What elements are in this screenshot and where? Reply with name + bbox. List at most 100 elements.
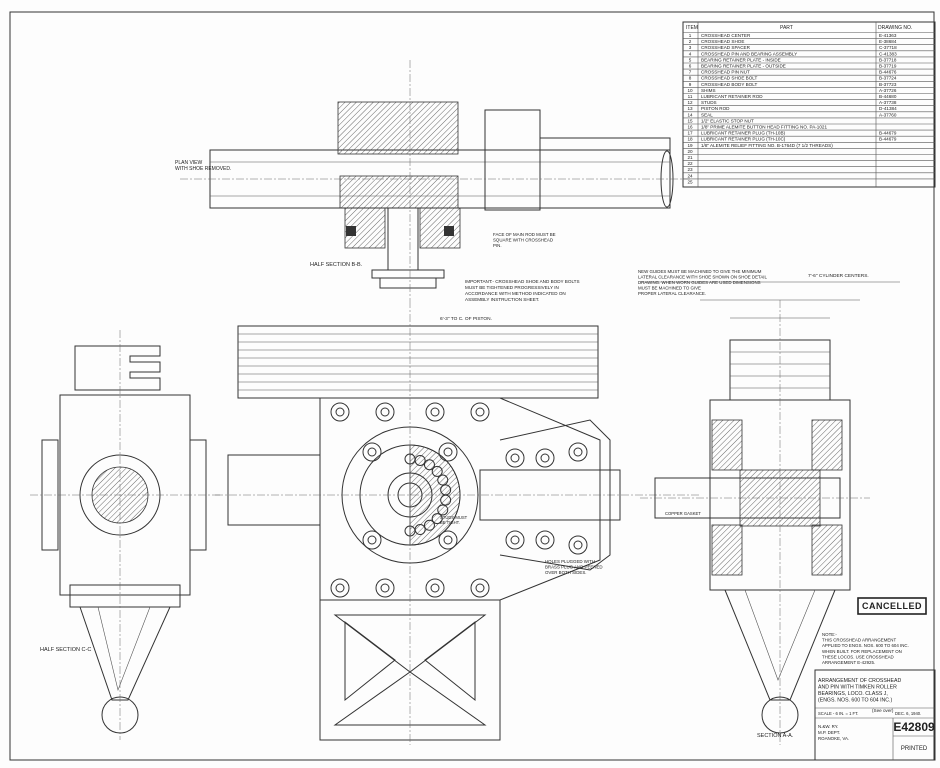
- note-text: IMPORTANT:- CROSSHEAD SHOE AND BODY BOLT…: [465, 279, 580, 284]
- bolt: [505, 530, 525, 550]
- note-text: ARRANGEMENT E-42925.: [822, 660, 875, 665]
- part-name: CROSSHEAD PIN AND BEARING ASSEMBLY: [701, 51, 797, 56]
- bolt: [568, 442, 588, 462]
- note-text: FACE OF MAIN ROD MUST BE: [493, 232, 556, 237]
- view-label: PLAN VIEW: [175, 160, 203, 166]
- item-number: 16: [687, 125, 693, 130]
- part-name: LUBRICANT RETAINER PLUG (TH-10B): [701, 131, 786, 136]
- note-text: NEW GUIDES MUST BE MACHINED TO GIVE THE …: [638, 269, 762, 274]
- title-block: [814, 597, 936, 761]
- bolt: [535, 448, 555, 468]
- part-name: LUBRICANT RETAINER PLUG (TH-10C): [701, 137, 786, 142]
- cancelled-text: CANCELLED: [862, 601, 922, 611]
- note-text: PROPER LATERAL CLEARANCE.: [638, 291, 706, 296]
- drawing-number: B-44676: [879, 70, 897, 75]
- railway-name: ROANOKE, VA.: [818, 736, 849, 741]
- bolt-center: [475, 407, 485, 417]
- bolt: [470, 402, 490, 422]
- note-text: ASSEMBLY INSTRUCTION SHEET.: [465, 297, 539, 302]
- note-text: MUST BE MACHINED TO GIVE: [638, 286, 701, 291]
- item-number: 7: [689, 70, 692, 75]
- bolt-center: [475, 583, 485, 593]
- drawing-title: ARRANGEMENT OF CROSSHEAD: [818, 678, 901, 684]
- note-text: COPPER GASKET: [665, 511, 701, 516]
- date: DEC. 6, 1940.: [895, 711, 921, 716]
- item-number: 10: [687, 88, 693, 93]
- railway-name: N.&W. RY.: [818, 724, 838, 729]
- part-name: BEARING RETAINER PLATE - OUTSIDE: [701, 64, 786, 69]
- item-number: 5: [689, 57, 692, 62]
- note-text: STUDS MUST: [440, 515, 468, 520]
- item-number: 3: [689, 45, 692, 50]
- part-name: CROSSHEAD SHOE BOLT: [701, 76, 758, 81]
- item-number: 14: [687, 112, 693, 117]
- bolt: [438, 530, 458, 550]
- drawing-number: E42809: [893, 720, 935, 734]
- item-number: 25: [687, 179, 693, 184]
- drawing-title: (ENGS. NOS. 600 TO 604 INC.): [818, 698, 892, 704]
- note-text: BE TIGHT.: [440, 520, 460, 525]
- bolt-center: [367, 535, 377, 545]
- bolt-center: [380, 583, 390, 593]
- bolt-center: [540, 535, 550, 545]
- roller: [404, 453, 416, 465]
- item-number: 19: [687, 143, 693, 148]
- part-name: BEARING RETAINER PLATE - INSIDE: [701, 57, 781, 62]
- drawing-number: E-41363: [879, 33, 897, 38]
- note-text: APPLIED TO ENGS. NOS. 600 TO 604 INC.: [822, 643, 909, 648]
- bolt-center: [430, 407, 440, 417]
- bolt: [568, 535, 588, 555]
- note-text: NOTE:-: [822, 632, 837, 637]
- bolt-center: [540, 453, 550, 463]
- note-text: THESE LOCOS. USE CROSSHEAD: [822, 654, 894, 659]
- part-name: CROSSHEAD SPACER: [701, 45, 751, 50]
- bolt-center: [443, 447, 453, 457]
- part-name: SEAL: [701, 112, 713, 117]
- drawing-number: C-37718: [879, 45, 897, 50]
- printed-mark: PRINTED: [901, 746, 928, 752]
- item-number: 4: [689, 51, 692, 56]
- bolt: [425, 402, 445, 422]
- part-name: CROSSHEAD BODY BOLT: [701, 82, 757, 87]
- roller: [437, 474, 449, 486]
- bolt: [470, 578, 490, 598]
- note-text: ACCORDANCE WITH METHOD INDICATED ON: [465, 291, 566, 296]
- table-header: PART: [780, 25, 793, 31]
- bolt-center: [573, 447, 583, 457]
- roller: [440, 484, 452, 496]
- roller: [437, 504, 449, 516]
- drawing-number: B-37724: [879, 76, 897, 81]
- note-text: DRAWING. WHEN WORN GUIDES ARE USED DIMEN…: [638, 280, 761, 285]
- item-number: 18: [687, 137, 693, 142]
- item-number: 22: [687, 161, 693, 166]
- note-text: 7'-6" CYLINDER CENTERS.: [808, 273, 869, 279]
- part-name: STUDS: [701, 100, 717, 105]
- bolt-center: [335, 583, 345, 593]
- part-name: LUBRICANT RETAINER ROD: [701, 94, 763, 99]
- bolt: [438, 442, 458, 462]
- parts-table: ITEM PART DRAWING NO. 1 CROSSHEAD CENTER E-41…: [682, 21, 936, 188]
- item-number: 1: [689, 33, 692, 38]
- note-text: 6'-3" TO C. OF PISTON.: [440, 316, 492, 322]
- note-text: BRASS PLUG AND PEENED: [545, 565, 603, 570]
- item-number: 9: [689, 82, 692, 87]
- item-number: 2: [689, 39, 692, 44]
- section-aa-view: [640, 281, 900, 745]
- view-label: SECTION A-A.: [757, 733, 794, 739]
- item-number: 23: [687, 167, 693, 172]
- roller: [431, 465, 443, 477]
- drawing-number: A-37738: [879, 100, 897, 105]
- note-text: MUST BE TIGHTENED PROGRESSIVELY IN: [465, 285, 559, 290]
- border: [9, 11, 935, 761]
- note-text: SQUARE WITH CROSSHEAD: [493, 238, 553, 243]
- front-view: [215, 300, 700, 745]
- bolt: [375, 402, 395, 422]
- note-text: HOLES PLUGGED WITH: [545, 559, 595, 564]
- drawing-title: AND PIN WITH TIMKEN ROLLER: [818, 685, 897, 691]
- part-name: 1/8" PRIME ALEMITE BUTTON HEAD FITTING N…: [701, 125, 827, 130]
- view-label: HALF SECTION C-C: [40, 647, 91, 653]
- section-cc-view: [30, 330, 220, 740]
